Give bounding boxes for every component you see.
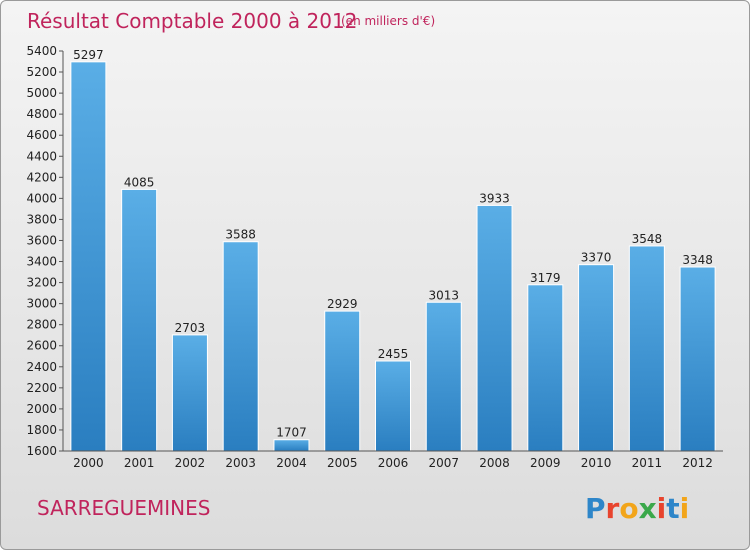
x-tick-label: 2011 (632, 456, 663, 470)
y-tick-label: 4800 (26, 107, 57, 121)
y-tick-label: 2200 (26, 381, 57, 395)
y-tick-label: 4000 (26, 191, 57, 205)
y-tick-label: 2600 (26, 339, 57, 353)
y-tick-label: 4200 (26, 170, 57, 184)
y-tick-label: 3400 (26, 255, 57, 269)
bar-value-label: 3548 (632, 232, 663, 246)
city-label: SARREGUEMINES (37, 496, 210, 520)
x-tick-label: 2009 (530, 456, 561, 470)
bar-value-label: 3348 (682, 253, 713, 267)
y-tick-label: 5400 (26, 44, 57, 58)
bar-value-label: 2929 (327, 297, 358, 311)
y-tick-label: 2000 (26, 402, 57, 416)
y-tick-label: 2400 (26, 360, 57, 374)
proxiti-logo: Proxiti (585, 492, 689, 525)
bar-value-label: 1707 (276, 426, 307, 440)
bar-value-label: 3179 (530, 271, 561, 285)
bar-2001 (121, 188, 158, 452)
bar-value-label: 2703 (175, 321, 206, 335)
bar-2010 (578, 264, 615, 452)
y-tick-label: 5000 (26, 86, 57, 100)
bar-2005 (324, 310, 361, 452)
x-tick-label: 2003 (225, 456, 256, 470)
x-tick-label: 2001 (124, 456, 155, 470)
y-tick-label: 3200 (26, 276, 57, 290)
bar-2008 (476, 204, 513, 452)
x-tick-label: 2005 (327, 456, 358, 470)
y-tick-label: 2800 (26, 318, 57, 332)
bar-value-label: 2455 (378, 347, 409, 361)
bar-value-label: 3013 (428, 288, 459, 302)
chart-title: Résultat Comptable 2000 à 2012 (27, 9, 357, 33)
x-tick-label: 2002 (175, 456, 206, 470)
x-tick-label: 2008 (479, 456, 510, 470)
y-tick-label: 4400 (26, 149, 57, 163)
y-tick-label: 5200 (26, 65, 57, 79)
x-tick-label: 2004 (276, 456, 307, 470)
chart-subtitle: (en milliers d'€) (341, 14, 435, 28)
y-tick-label: 4600 (26, 128, 57, 142)
bar-value-label: 5297 (73, 48, 104, 62)
y-tick-label: 3600 (26, 233, 57, 247)
y-axis: 1600 1800 2000 2200 2400 2600 2800 3000 3200 3400… (26, 44, 64, 458)
x-tick-label: 2010 (581, 456, 612, 470)
bar-2000 (70, 61, 107, 452)
bars: 5297 4085 2703 3588 1707 2929 2455 3013 3933 3179… (70, 48, 716, 452)
x-tick-label: 2012 (682, 456, 713, 470)
x-axis: 2000 2001 2002 2003 2004 2005 2006 2007 2008 2009… (63, 450, 723, 470)
bar-2009 (527, 284, 564, 452)
bar-2002 (171, 334, 208, 452)
logo-text: Proxiti (585, 492, 689, 525)
bar-2004 (273, 439, 310, 452)
x-tick-label: 2000 (73, 456, 104, 470)
bar-2011 (628, 245, 665, 452)
y-tick-label: 3800 (26, 212, 57, 226)
bar-2006 (375, 360, 411, 452)
x-tick-label: 2006 (378, 456, 409, 470)
bar-value-label: 4085 (124, 175, 155, 189)
y-tick-label: 1800 (26, 423, 57, 437)
bar-2007 (425, 301, 462, 452)
y-tick-label: 1600 (26, 444, 57, 458)
bar-2012 (679, 266, 716, 452)
bar-value-label: 3370 (581, 251, 612, 265)
bar-value-label: 3933 (479, 191, 510, 205)
bar-value-label: 3588 (225, 228, 256, 242)
bar-2003 (222, 241, 259, 452)
x-tick-label: 2007 (428, 456, 459, 470)
y-tick-label: 3000 (26, 297, 57, 311)
